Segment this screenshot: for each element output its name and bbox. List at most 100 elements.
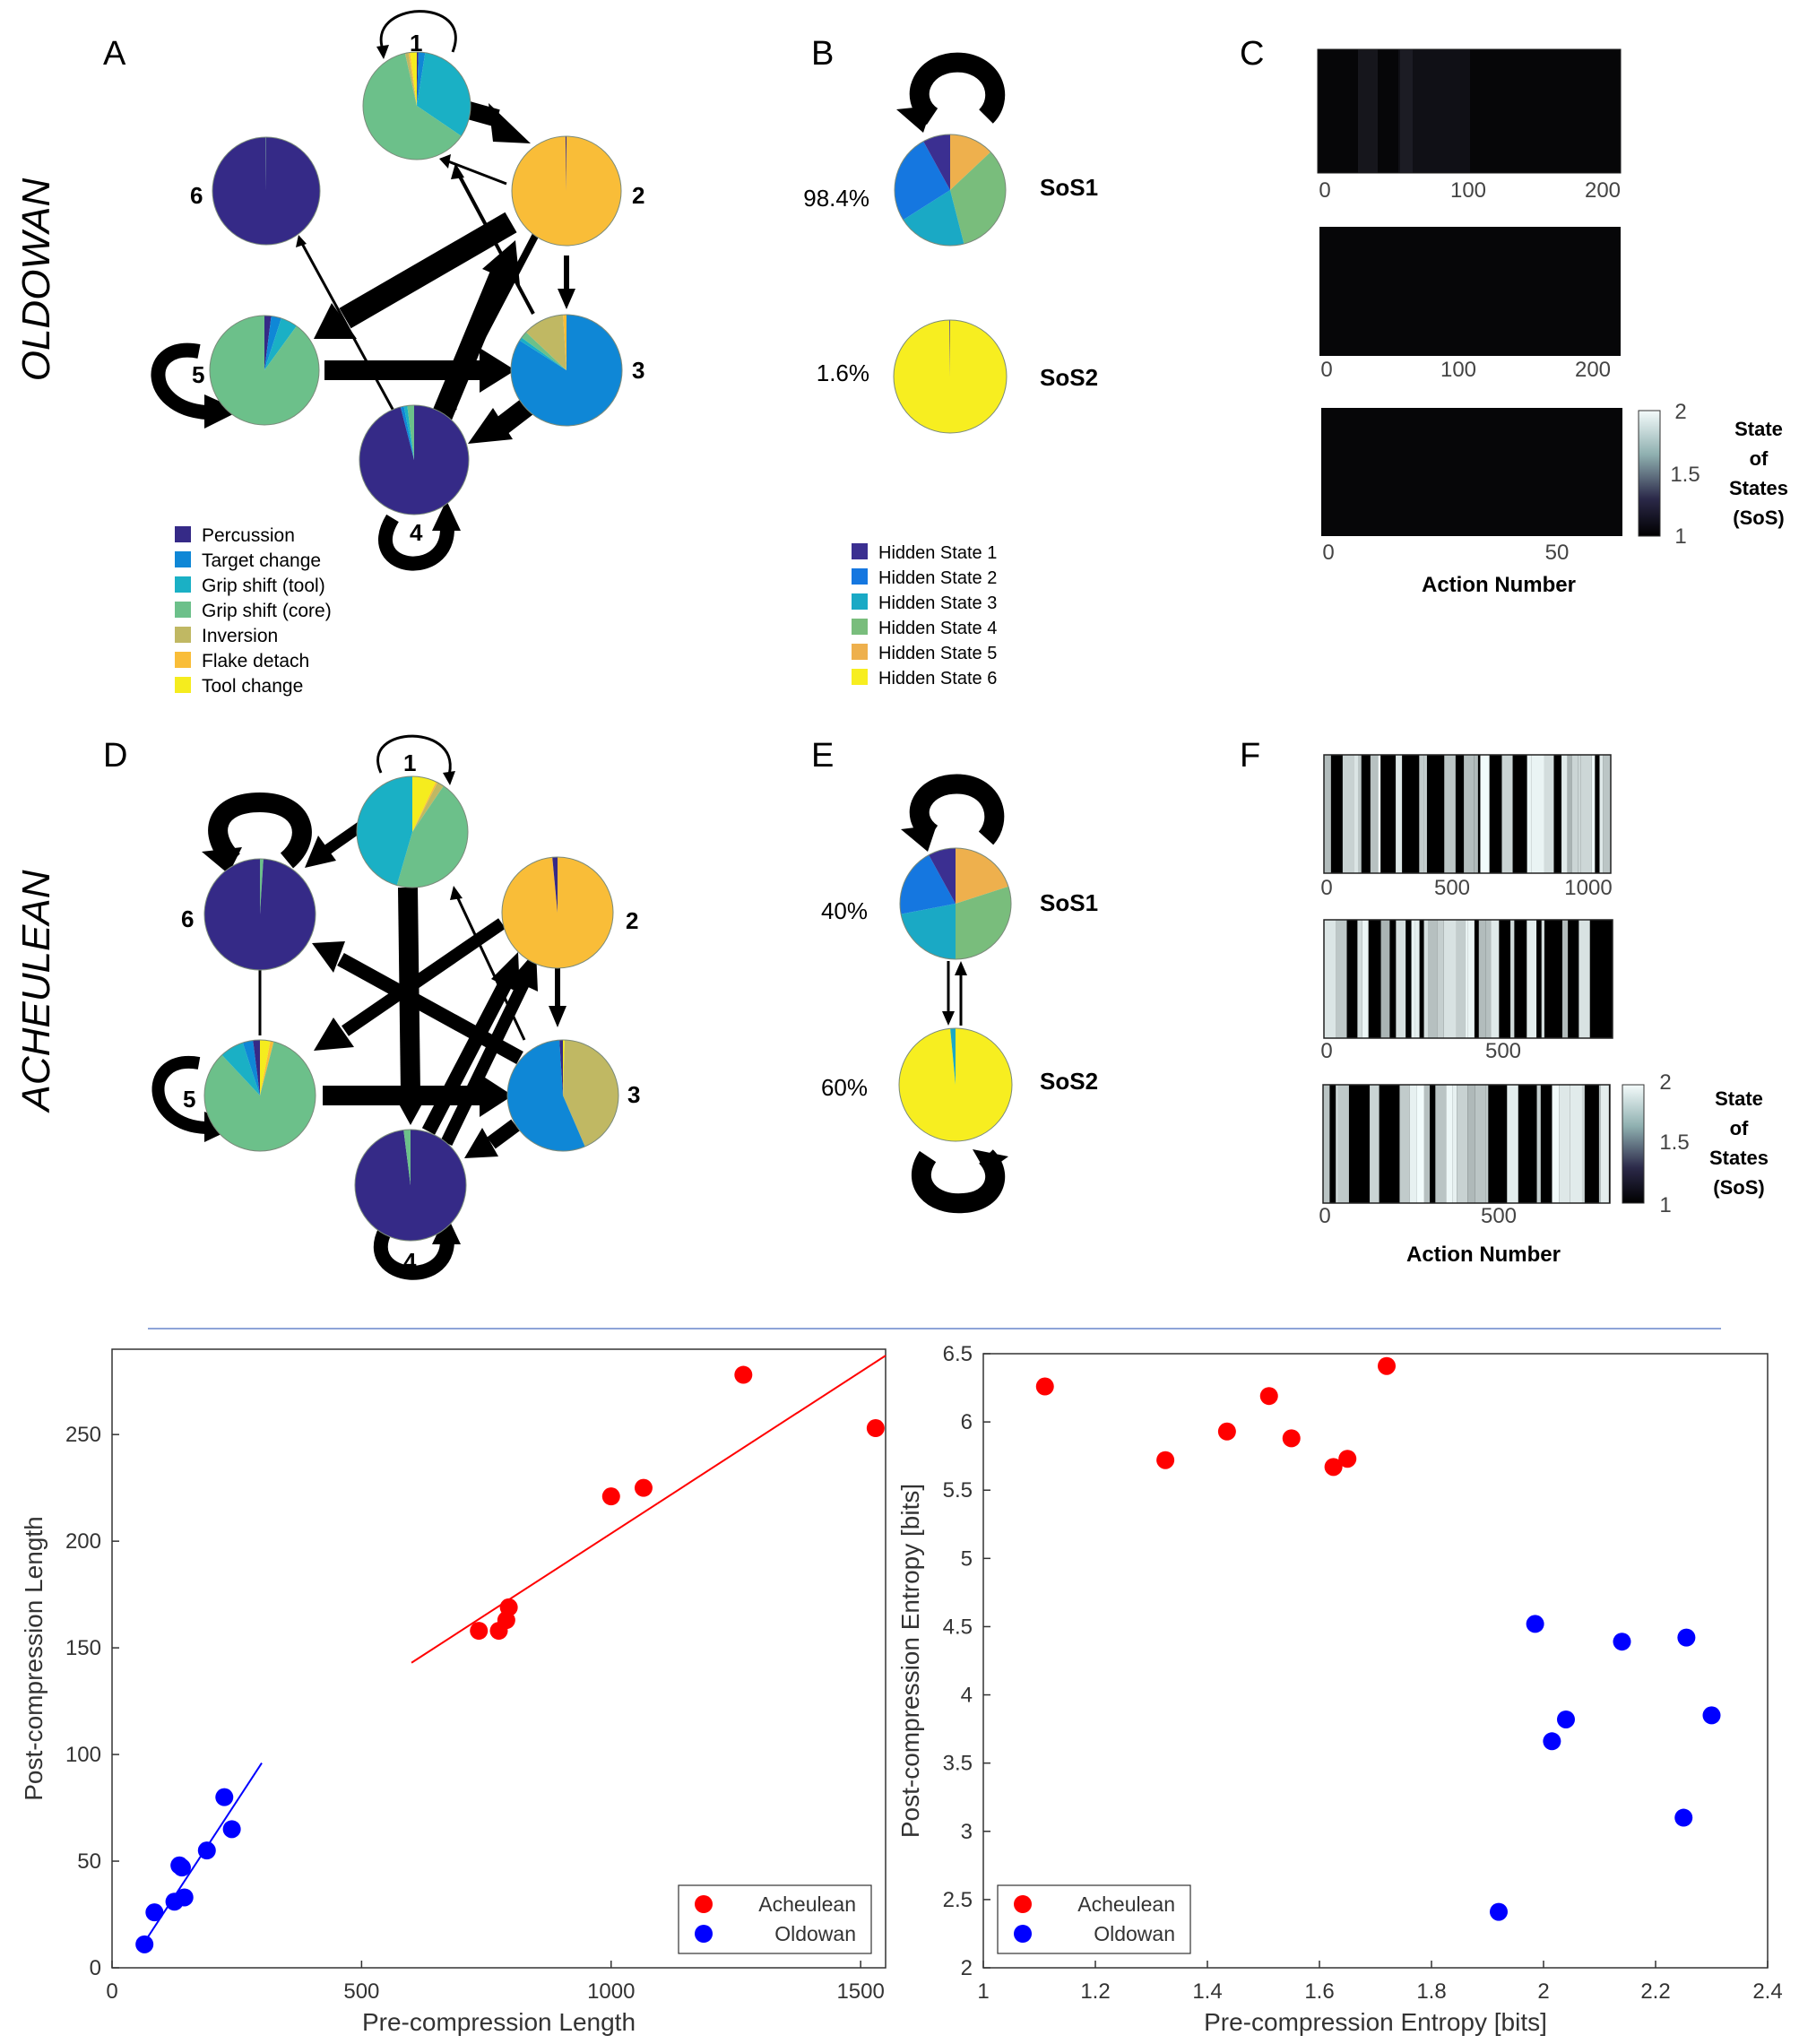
sos1-self-loop-head xyxy=(896,106,932,133)
self-loop-arrow-4 xyxy=(378,514,454,571)
edge-d-2-to-5 xyxy=(342,918,506,1036)
strip-band xyxy=(1336,1085,1338,1203)
pie-slice-grip_core xyxy=(203,1041,316,1152)
legend-actions: Percussion Target change Grip shift (too… xyxy=(175,525,332,697)
point-oldowan xyxy=(1613,1633,1631,1651)
pie-outline xyxy=(209,315,320,426)
legend-label-hs1: Hidden State 1 xyxy=(878,543,997,563)
plot-g: 0 500 1000 1500 0 50 100 150 200 250 Pre-compressi… xyxy=(20,1348,887,2036)
panel-label-c: C xyxy=(1240,35,1264,73)
node-d-label-5: 5 xyxy=(183,1086,195,1113)
pie-d-node-1 xyxy=(356,775,469,888)
strip-band xyxy=(1423,755,1427,873)
legend-label-oldowan: Oldowan xyxy=(774,1922,856,1945)
legend-swatch-inversion xyxy=(175,627,191,643)
cbar-f-tick-1-5: 1.5 xyxy=(1659,1130,1689,1155)
y-tick-label: 250 xyxy=(65,1423,101,1447)
legend-swatch-hs6 xyxy=(852,669,868,685)
strip-band xyxy=(1396,755,1403,873)
edge-2-to-5-head xyxy=(314,303,357,339)
pie-slice-hs5 xyxy=(956,848,1008,904)
x-tick-label: 1000 xyxy=(587,1979,635,2004)
edge-sos2-to-sos1-head xyxy=(955,961,967,975)
x-axis-label: Pre-compression Entropy [bits] xyxy=(1204,2008,1547,2036)
pie-slice-inversion xyxy=(412,782,444,832)
sos1e-self-loop-head xyxy=(901,825,937,852)
pie-outline xyxy=(359,404,470,515)
pie-slice-hs4 xyxy=(956,886,1011,959)
pie-slice-percussion xyxy=(212,137,321,246)
pie-slice-tool_change xyxy=(410,52,417,106)
legend-label-grip-tool: Grip shift (tool) xyxy=(202,576,325,596)
x-axis-label: Pre-compression Length xyxy=(362,2008,636,2036)
edge-d-4-to-2b xyxy=(440,978,531,1147)
edge-2-to-4 xyxy=(443,221,546,407)
x-tick-label: 1.8 xyxy=(1416,1979,1446,2004)
point-oldowan xyxy=(172,1858,191,1877)
strip-band xyxy=(1531,755,1544,873)
strip-band xyxy=(1581,1085,1585,1203)
point-oldowan xyxy=(215,1788,234,1806)
x-tick-label: 2.2 xyxy=(1640,1979,1670,2004)
pie-outline xyxy=(354,1129,467,1242)
pie-node-5 xyxy=(209,315,320,426)
strip-band xyxy=(1399,1085,1410,1203)
strip-band xyxy=(1467,1085,1475,1203)
pie-sos2-oldowan xyxy=(893,319,1008,434)
edge-d-4-to-2a-head xyxy=(491,952,520,993)
sos1-label-oldowan: SoS1 xyxy=(1040,174,1098,201)
sos2-label-acheulean: SoS2 xyxy=(1040,1068,1098,1095)
strip-band xyxy=(1598,1085,1601,1203)
strip-band xyxy=(1428,920,1438,1038)
pie-node-6 xyxy=(212,136,321,246)
cbar-c-tick-1-5: 1.5 xyxy=(1670,463,1700,487)
strip-band xyxy=(1342,755,1354,873)
strip-band xyxy=(1414,920,1420,1038)
legend-swatch-hs4 xyxy=(852,619,868,635)
edge-3-to-1-head xyxy=(451,163,464,179)
panel-c-heatmaps: 0 100 200 0 100 200 0 50 Action Number 2… xyxy=(1317,48,1788,597)
self-loop-arrow-1d xyxy=(376,734,452,779)
legend-marker-oldowan xyxy=(695,1925,713,1943)
panel-label-e: E xyxy=(811,737,834,775)
pie-slice-grip_tool xyxy=(264,317,297,370)
self-loop-arrow-5d xyxy=(151,1055,207,1134)
point-oldowan xyxy=(145,1903,164,1922)
point-acheulean xyxy=(499,1598,518,1616)
strip-band xyxy=(1544,755,1554,873)
cbar-f-title-4: (SoS) xyxy=(1713,1176,1764,1199)
pie-slice-grip_core xyxy=(403,1130,411,1185)
pie-slice-grip_core xyxy=(407,405,414,460)
pie-slice-hs4 xyxy=(950,152,1006,245)
point-acheulean xyxy=(470,1622,489,1641)
point-acheulean xyxy=(1259,1387,1278,1406)
strip-band xyxy=(1435,1085,1447,1203)
pie-d-node-3 xyxy=(506,1039,619,1152)
strip-band xyxy=(1536,1085,1541,1203)
pie-slice-grip_core xyxy=(210,316,320,425)
pie-outline xyxy=(356,775,469,888)
strip-band xyxy=(1337,1085,1349,1203)
strip-frame xyxy=(1323,754,1612,874)
pie-sos2-acheulean xyxy=(898,1027,1013,1142)
cbar-f-title-1: State xyxy=(1715,1087,1763,1110)
self-loop-arrow-5 xyxy=(151,342,207,420)
strip-band xyxy=(1603,755,1611,873)
pie-d-node-4 xyxy=(354,1129,467,1242)
pie-slice-grip_core xyxy=(396,785,468,888)
legend-label-acheulean: Acheulean xyxy=(1077,1892,1175,1916)
y-tick-label: 6 xyxy=(961,1410,973,1434)
pie-slice-percussion xyxy=(264,316,272,370)
self-loop-arrowhead-4 xyxy=(432,500,461,531)
strip-band xyxy=(1527,755,1532,873)
pie-slice-percussion xyxy=(559,1040,563,1096)
edge-d-5-to-3-head xyxy=(480,1074,513,1117)
pie-node-4 xyxy=(359,404,470,515)
node-label-1: 1 xyxy=(410,30,422,56)
edge-d-3-to-1-head xyxy=(450,886,463,900)
c2-tick-200: 200 xyxy=(1575,358,1611,382)
heatmap-f1 xyxy=(1323,754,1612,874)
legend-swatch-target-change xyxy=(175,551,191,567)
point-acheulean xyxy=(1338,1450,1357,1468)
plot-frame xyxy=(982,1353,1769,1969)
